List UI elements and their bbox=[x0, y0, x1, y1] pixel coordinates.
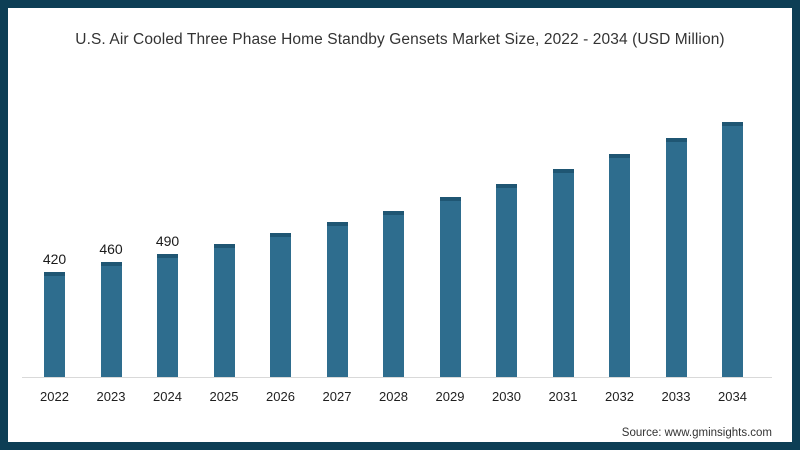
bar bbox=[326, 222, 348, 377]
x-tick-label: 2031 bbox=[548, 389, 578, 404]
bar bbox=[270, 233, 291, 377]
x-tick-label: 2030 bbox=[492, 389, 521, 404]
bar bbox=[213, 244, 235, 377]
bar bbox=[157, 254, 178, 377]
bar-value-label: 490 bbox=[155, 233, 180, 249]
x-tick-label: 2027 bbox=[322, 389, 352, 404]
x-tick-label: 2032 bbox=[605, 389, 634, 404]
chart-title: U.S. Air Cooled Three Phase Home Standby… bbox=[75, 31, 725, 48]
x-tick-label: 2029 bbox=[435, 389, 465, 404]
bar bbox=[552, 169, 574, 377]
bar bbox=[496, 184, 517, 377]
bar-value-label: 460 bbox=[99, 241, 123, 257]
bar bbox=[383, 211, 404, 377]
x-axis-line bbox=[22, 377, 772, 378]
x-tick-label: 2026 bbox=[266, 389, 295, 404]
plot-area: 420 2022 460 2023 490 2024 2025 2026 2027 2028 202… bbox=[8, 8, 792, 442]
bar bbox=[100, 262, 122, 377]
bar bbox=[609, 154, 630, 377]
x-tick-label: 2022 bbox=[40, 389, 69, 404]
x-tick-label: 2028 bbox=[379, 389, 408, 404]
bar-value-label: 420 bbox=[42, 251, 67, 267]
source-note: Source: www.gminsights.com bbox=[621, 427, 772, 439]
bar bbox=[439, 197, 461, 377]
x-tick-label: 2024 bbox=[153, 389, 182, 404]
bar bbox=[722, 122, 743, 377]
bar bbox=[44, 272, 65, 377]
x-tick-label: 2033 bbox=[661, 389, 691, 404]
x-tick-label: 2025 bbox=[209, 389, 239, 404]
x-tick-label: 2034 bbox=[718, 389, 747, 404]
bar bbox=[665, 138, 687, 377]
x-tick-label: 2023 bbox=[96, 389, 126, 404]
